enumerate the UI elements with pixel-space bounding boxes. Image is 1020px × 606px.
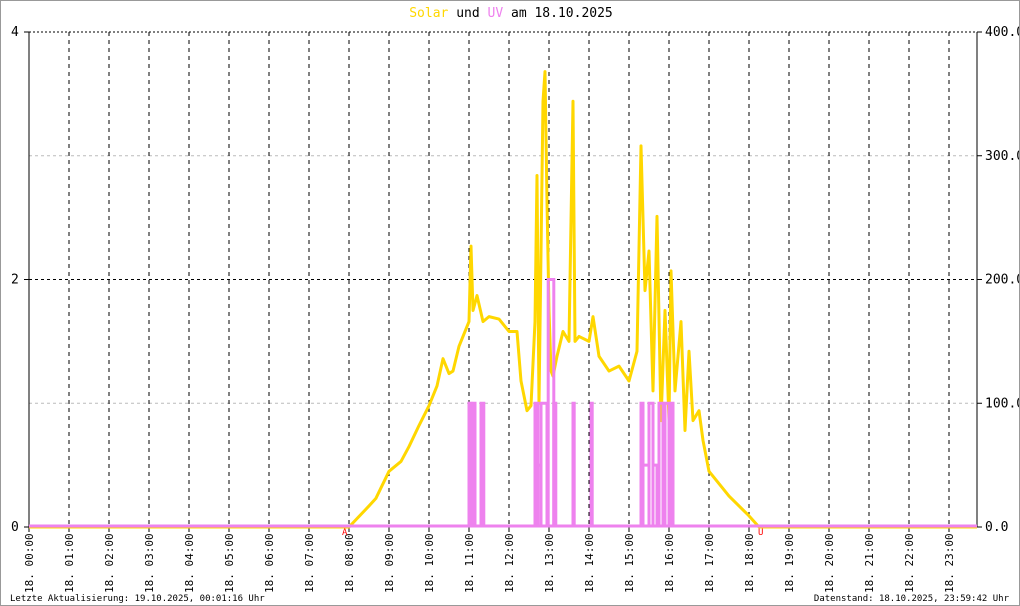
uv-series-step	[589, 401, 594, 526]
x-tick-label: 18. 06:00	[263, 533, 276, 593]
x-tick-label: 18. 09:00	[383, 533, 396, 593]
x-tick-label: 18. 17:00	[703, 533, 716, 593]
uv-series-step	[467, 401, 473, 526]
left-tick-label: 0	[11, 520, 19, 535]
uv-series-step	[571, 401, 576, 526]
x-tick-label: 18. 03:00	[143, 533, 156, 593]
x-tick-label: 18. 23:00	[943, 533, 956, 593]
title-uv: UV	[487, 6, 504, 21]
last-update: Letzte Aktualisierung: 19.10.2025, 00:01…	[10, 594, 265, 604]
x-tick-label: 18. 19:00	[783, 533, 796, 593]
x-tick-label: 18. 20:00	[823, 533, 836, 593]
x-tick-label: 18. 22:00	[903, 533, 916, 593]
x-tick-label: 18. 14:00	[583, 533, 596, 593]
x-tick-label: 18. 08:00	[343, 533, 356, 593]
x-tick-label: 18. 18:00	[743, 533, 756, 593]
x-tick-label: 18. 15:00	[623, 533, 636, 593]
right-tick-label: 400.0	[985, 25, 1020, 40]
solar-series-line	[29, 70, 977, 529]
x-tick-label: 18. 07:00	[303, 533, 316, 593]
x-tick-label: 18. 16:00	[663, 533, 676, 593]
uv-series-step	[657, 401, 665, 526]
title-solar: Solar	[409, 6, 449, 21]
uv-series-step	[651, 463, 659, 526]
x-tick-label: 18. 12:00	[503, 533, 516, 593]
left-tick-label: 2	[11, 273, 19, 288]
title-date: am 18.10.2025	[503, 6, 613, 21]
x-tick-label: 18. 01:00	[63, 533, 76, 593]
data-status: Datenstand: 18.10.2025, 23:59:42 Uhr	[813, 594, 1009, 604]
left-tick-label: 4	[11, 25, 19, 40]
uv-series-step	[479, 401, 486, 526]
title-und: und	[448, 6, 488, 21]
uv-series-step	[539, 401, 549, 526]
x-tick-label: 18. 00:00	[23, 533, 36, 593]
uv-series-step	[669, 401, 675, 526]
x-tick-label: 18. 10:00	[423, 533, 436, 593]
x-tick-label: 18. 11:00	[463, 533, 476, 593]
sun-marker-A: A	[342, 528, 348, 538]
uv-series-step	[471, 401, 477, 526]
right-tick-label: 200.0	[985, 273, 1020, 288]
chart-title: Solar und UV am 18.10.2025	[1, 6, 1019, 21]
x-tick-label: 18. 02:00	[103, 533, 116, 593]
x-tick-label: 18. 05:00	[223, 533, 236, 593]
x-tick-label: 18. 21:00	[863, 533, 876, 593]
x-tick-label: 18. 13:00	[543, 533, 556, 593]
sun-marker-U: U	[758, 528, 763, 538]
x-tick-label: 18. 04:00	[183, 533, 196, 593]
right-tick-label: 100.0	[985, 396, 1020, 411]
uv-series-step	[552, 401, 558, 526]
uv-series-step	[663, 401, 671, 526]
right-tick-label: 0.0	[985, 520, 1008, 535]
right-tick-label: 300.0	[985, 149, 1020, 164]
